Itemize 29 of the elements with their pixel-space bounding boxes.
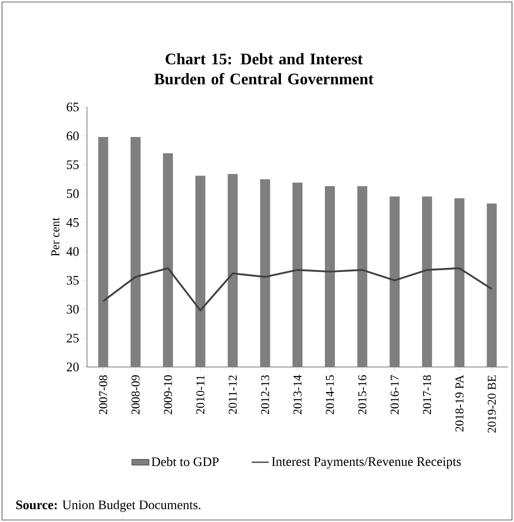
x-tick-label: 2016-17 xyxy=(390,375,399,414)
y-tick-label: 25 xyxy=(66,334,79,342)
text: Source: Union Budget Documents. xyxy=(16,500,200,512)
x-tick-label: 2014-15 xyxy=(326,375,334,414)
y-tick-label: 35 xyxy=(66,276,79,285)
y-tick-label: 55 xyxy=(66,160,79,170)
x-tick-label: 2015-16 xyxy=(358,375,366,414)
line-series xyxy=(102,267,493,312)
y-tick-label: 45 xyxy=(66,218,79,227)
x-tick-label: 2013-14 xyxy=(293,374,302,414)
chart-title: Chart 15: Debt and Interest Burden of Central Government xyxy=(154,53,374,84)
x-tick-label: 2011-12 xyxy=(228,375,237,414)
x-tick-label: 2009-10 xyxy=(164,375,172,414)
x-tick-label: 2018-19 PA xyxy=(455,374,464,432)
legend-label: Debt to GDP xyxy=(152,457,219,466)
x-tick-label: 2008-09 xyxy=(132,375,140,414)
legend-label: Interest Payments/Revenue Receipts xyxy=(272,457,461,469)
x-tick-label: 2017-18 xyxy=(422,375,432,414)
y-tick-label: 40 xyxy=(66,247,79,256)
x-tick-label: 2012-13 xyxy=(261,375,270,414)
y-tick-label: 50 xyxy=(66,189,79,198)
x-tick-label: 2007-08 xyxy=(99,375,108,414)
y-axis-title: Per cent xyxy=(51,218,60,256)
y-tick-label: 65 xyxy=(66,102,79,112)
x-tick-label: 2019-20 BE xyxy=(488,375,496,433)
x-tick-label: 2010-11 xyxy=(196,376,204,414)
y-tick-label: 20 xyxy=(66,362,79,372)
y-tick-label: 30 xyxy=(66,304,79,314)
y-tick-label: 60 xyxy=(66,132,79,140)
